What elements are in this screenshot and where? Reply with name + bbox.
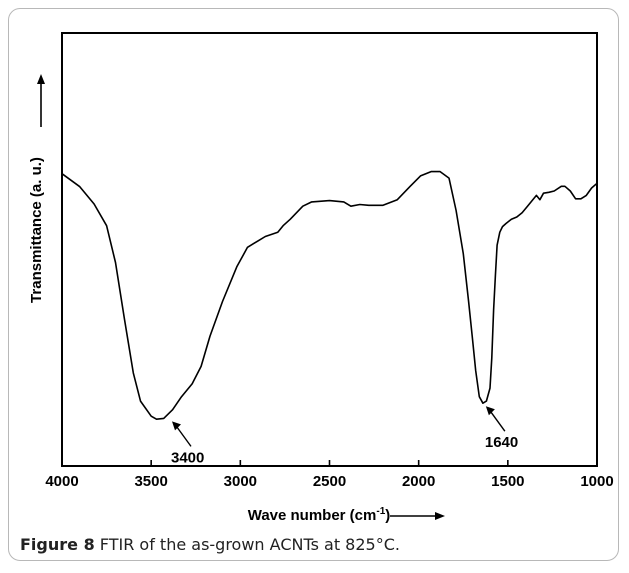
x-tick-label: 1500 — [491, 473, 524, 490]
annotation-label: 1640 — [485, 434, 518, 451]
x-tick-label: 3000 — [224, 473, 257, 490]
x-tick-label: 1000 — [580, 473, 613, 490]
figure-frame — [8, 8, 619, 561]
annotation-arrow — [174, 423, 192, 447]
caption-lead: Figure 8 — [20, 535, 95, 554]
caption-text: FTIR of the as-grown ACNTs at 825°C. — [94, 535, 400, 554]
annotation-arrow — [488, 408, 506, 432]
annotation-arrow-head — [485, 406, 495, 416]
x-axis-label: Wave number (cm-1) — [248, 506, 391, 524]
x-tick-label: 4000 — [45, 473, 78, 490]
x-tick-label: 2500 — [313, 473, 346, 490]
y-axis-arrow-head — [37, 74, 45, 84]
annotation-label: 3400 — [171, 449, 204, 466]
x-tick-label: 3500 — [134, 473, 167, 490]
series-line — [61, 170, 598, 421]
annotation-arrow-head — [172, 421, 181, 431]
y-axis-label: Transmittance (a. u.) — [28, 157, 45, 303]
figure-caption: Figure 8 FTIR of the as-grown ACNTs at 8… — [20, 535, 610, 554]
x-tick-label: 2000 — [402, 473, 435, 490]
plot-area-border — [61, 32, 598, 467]
x-axis-arrow-head — [435, 512, 445, 520]
